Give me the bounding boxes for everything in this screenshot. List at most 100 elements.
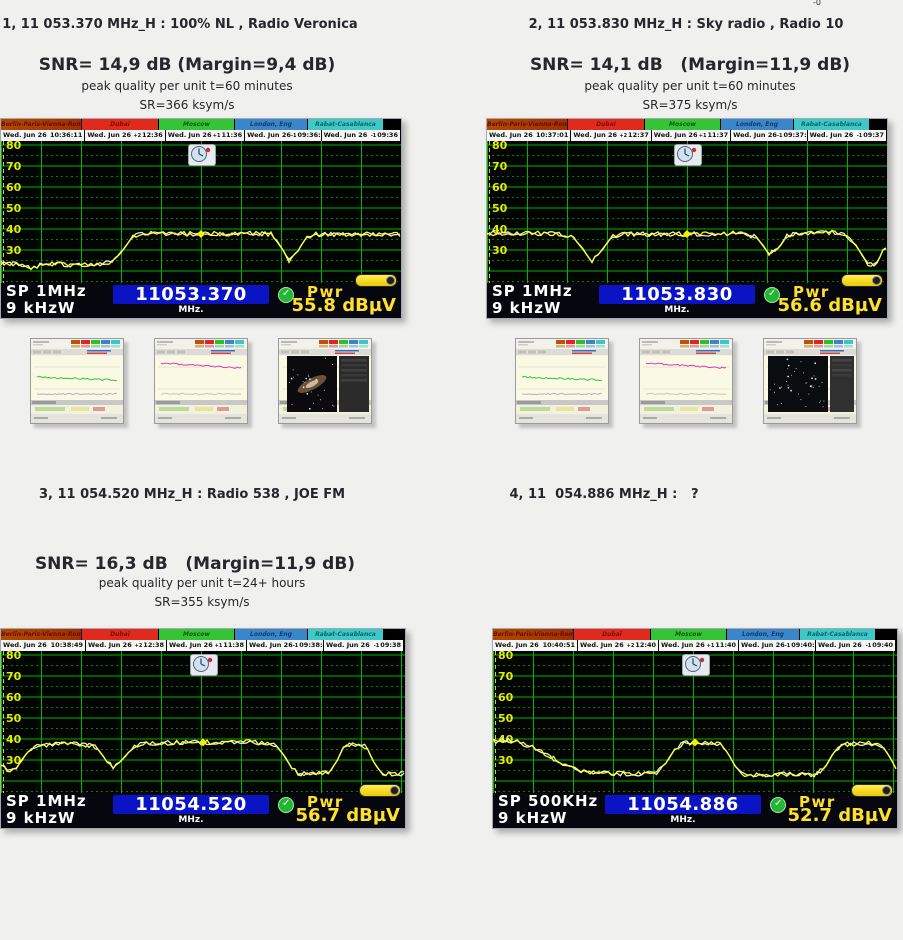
power-toggle-icon	[359, 784, 401, 797]
city-label: Berlin-Paris-Vienna-Roma	[487, 119, 567, 130]
thumbnail-link[interactable]	[515, 338, 609, 424]
power-value: 56.6 dBµV	[777, 295, 882, 316]
power-label: Pwr	[799, 793, 836, 811]
world-clock-icon	[682, 654, 710, 676]
svg-text:30: 30	[6, 244, 22, 257]
frequency-readout: 11053.830 MHz.	[599, 285, 755, 315]
power-label: Pwr	[307, 283, 344, 301]
city-label: London, Eng	[235, 119, 307, 130]
frequency-unit: MHz.	[178, 305, 204, 315]
spectrum-analyzer-image[interactable]: Berlin-Paris-Vienna-Roma Dubai Moscow Lo…	[486, 118, 888, 319]
svg-text:50: 50	[6, 712, 22, 725]
svg-text:70: 70	[492, 160, 508, 173]
spectrum-graph: 80 70 60 50 40 30	[1, 651, 405, 793]
svg-text:40: 40	[6, 733, 22, 746]
city-label: Dubai	[82, 119, 158, 130]
city-label: Dubai	[568, 119, 644, 130]
thumbnail-link[interactable]	[639, 338, 733, 424]
thumbnail-link[interactable]	[30, 338, 124, 424]
svg-text:50: 50	[6, 202, 22, 215]
clock-bar-filler	[404, 640, 405, 651]
lock-ok-icon	[278, 797, 294, 813]
clock-time-cell: Wed. Jun 26 +2 12:40	[578, 640, 658, 651]
power-value: 55.8 dBµV	[291, 295, 396, 316]
panel-title: 1, 11 053.370 MHz_H : 100% NL , Radio Ve…	[2, 17, 358, 32]
span-rbw-settings: SP 1MHz 9 kHzW	[6, 793, 87, 827]
svg-text:60: 60	[6, 181, 22, 194]
svg-text:50: 50	[498, 712, 514, 725]
world-clock-time-bar: Wed. Jun 26 10:36:11 Wed. Jun 26 +2 12:36 W…	[1, 130, 401, 141]
snr-reading: SNR= 16,3 dB (Margin=11,9 dB)	[34, 554, 356, 574]
clock-time-cell: Wed. Jun 26-109:36:11	[245, 130, 321, 141]
thumbnail-link[interactable]	[278, 338, 372, 424]
lock-ok-icon	[278, 287, 294, 303]
rbw-setting: 9 kHzW	[492, 299, 562, 317]
city-label: Berlin-Paris-Vienna-Roma	[1, 119, 81, 130]
frequency-value: 11054.520	[113, 795, 269, 814]
cropped-text-artifact: -0	[813, 0, 821, 7]
clock-time-cell: Wed. Jun 26 +1 11:37	[651, 130, 731, 141]
clock-time-cell: Wed. Jun 26 -1 09:36	[321, 130, 400, 141]
city-label: London, Eng	[727, 629, 799, 640]
transponder-panel: 2, 11 053.830 MHz_H : Sky radio , Radio …	[452, 0, 903, 470]
frequency-value: 11053.830	[599, 285, 755, 304]
svg-text:50: 50	[492, 202, 508, 215]
panel-title: 3, 11 054.520 MHz_H : Radio 538 , JOE FM	[38, 487, 346, 502]
lock-ok-icon	[770, 797, 786, 813]
clock-bar-filler	[384, 629, 405, 640]
span-rbw-settings: SP 1MHz 9 kHzW	[492, 283, 573, 317]
frequency-unit: MHz.	[664, 305, 690, 315]
world-clock-icon	[674, 144, 702, 166]
clock-time-cell: Wed. Jun 26 +1 11:40	[659, 640, 738, 651]
clock-time-cell: Wed. Jun 26 +2 12:38	[86, 640, 166, 651]
frequency-readout: 11053.370 MHz.	[113, 285, 269, 315]
city-label: Rabat-Casablanca	[308, 629, 383, 640]
power-value: 56.7 dBµV	[295, 805, 400, 826]
city-label: Moscow	[645, 119, 720, 130]
city-label: Rabat-Casablanca	[800, 629, 875, 640]
thumbnail-link[interactable]	[154, 338, 248, 424]
svg-text:30: 30	[492, 244, 508, 257]
rbw-setting: 9 kHzW	[6, 299, 76, 317]
svg-text:60: 60	[6, 691, 22, 704]
world-clock-icon	[190, 654, 218, 676]
svg-text:80: 80	[6, 651, 22, 662]
svg-text:30: 30	[498, 754, 514, 767]
city-label: London, Eng	[721, 119, 793, 130]
span-setting: SP 500KHz	[498, 792, 599, 810]
spectrum-analyzer-image[interactable]: Berlin-Paris-Vienna-Roma Dubai Moscow Lo…	[0, 118, 402, 319]
city-label: Moscow	[651, 629, 726, 640]
frequency-unit: MHz.	[178, 815, 204, 825]
clock-time-cell: Wed. Jun 26 -1 09:38	[324, 640, 403, 651]
clock-time-cell: Wed. Jun 26 +2 12:37	[571, 130, 651, 141]
svg-text:80: 80	[492, 141, 508, 152]
rbw-setting: 9 kHzW	[6, 809, 76, 827]
panel-title: 4, 11 054.886 MHz_H : ?	[509, 487, 699, 502]
clock-time-cell: Wed. Jun 26-109:38:49	[247, 640, 323, 651]
spectrum-analyzer-image[interactable]: Berlin-Paris-Vienna-Roma Dubai Moscow Lo…	[0, 628, 406, 829]
world-clock-time-bar: Wed. Jun 26 10:40:51 Wed. Jun 26 +2 12:40 W…	[493, 640, 897, 651]
thumbnail-link[interactable]	[763, 338, 857, 424]
spectrum-graph: 80 70 60 50 40 30	[1, 141, 401, 283]
clock-time-cell: Wed. Jun 26-109:40:51	[739, 640, 815, 651]
toggle-knob	[390, 786, 399, 795]
frequency-value: 11053.370	[113, 285, 269, 304]
svg-text:80: 80	[6, 141, 22, 152]
spectrum-analyzer-image[interactable]: Berlin-Paris-Vienna-Roma Dubai Moscow Lo…	[492, 628, 898, 829]
panel-title: 2, 11 053.830 MHz_H : Sky radio , Radio …	[528, 17, 844, 32]
power-label: Pwr	[793, 283, 830, 301]
svg-text:70: 70	[498, 670, 514, 683]
svg-text:30: 30	[6, 754, 22, 767]
svg-text:70: 70	[6, 160, 22, 173]
frequency-unit: MHz.	[670, 815, 696, 825]
city-label: Rabat-Casablanca	[794, 119, 869, 130]
world-clock-time-bar: Wed. Jun 26 10:38:49 Wed. Jun 26 +2 12:38 W…	[1, 640, 405, 651]
clock-time-cell: Wed. Jun 26 +1 11:36	[165, 130, 245, 141]
peak-quality-note: peak quality per unit t=60 minutes	[584, 79, 796, 93]
frequency-readout: 11054.520 MHz.	[113, 795, 269, 825]
svg-text:80: 80	[498, 651, 514, 662]
world-clock-city-bar: Berlin-Paris-Vienna-Roma Dubai Moscow Lo…	[493, 629, 897, 640]
clock-bar-filler	[384, 119, 401, 130]
toggle-knob	[882, 786, 891, 795]
